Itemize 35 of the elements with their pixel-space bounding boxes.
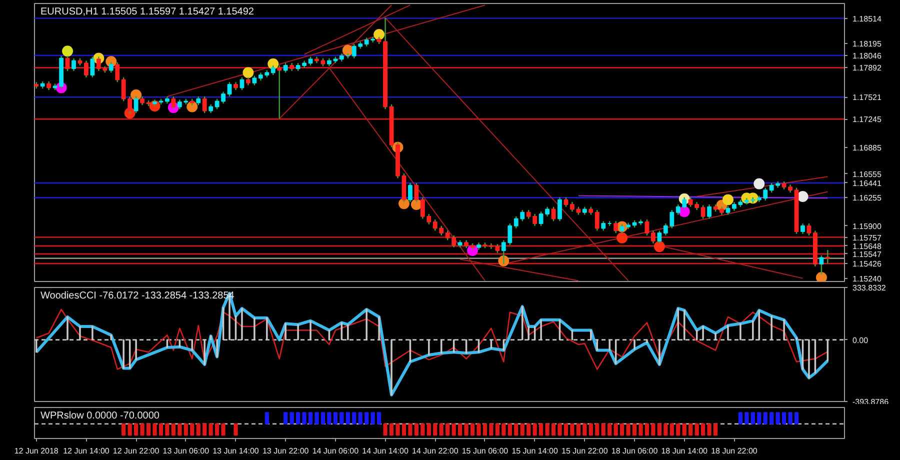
y-tick-label: 1.16555 — [852, 170, 882, 179]
x-tick-label: 18 Jun 14:00 — [661, 446, 708, 456]
ref-line-label: 1.15648 — [852, 242, 882, 251]
ref-line-label: 1.16255 — [852, 194, 882, 203]
ref-line-label: 1.17245 — [852, 115, 882, 124]
y-tick-label: 1.15240 — [852, 274, 882, 284]
x-tick-label: 14 Jun 22:00 — [412, 446, 459, 456]
y-tick-label: 0.00 — [852, 336, 869, 345]
x-tick-label: 18 Jun 06:00 — [611, 446, 658, 456]
x-tick-label: 13 Jun 14:00 — [212, 446, 260, 456]
x-tick-label: 14 Jun 06:00 — [312, 446, 360, 456]
ref-line-label: 1.15426 — [852, 260, 882, 269]
x-tick-label: 12 Jun 22:00 — [112, 446, 160, 456]
y-tick-label: 1.15900 — [852, 222, 882, 231]
ref-line-label: 1.18046 — [852, 51, 882, 60]
y-tick-label: 1.16885 — [852, 144, 882, 153]
ref-line-label: 1.17892 — [852, 64, 882, 73]
chart-title: WPRslow 0.0000 -70.0000 — [40, 410, 160, 422]
x-tick-label: 15 Jun 06:00 — [462, 446, 509, 456]
x-tick-label: 14 Jun 14:00 — [362, 446, 409, 456]
ref-line-label: 1.15547 — [852, 250, 882, 259]
x-tick-label: 13 Jun 22:00 — [262, 446, 310, 456]
x-tick-label: 12 Jun 2018 — [14, 446, 59, 456]
x-tick-label: 18 Jun 22:00 — [711, 446, 758, 456]
x-tick-label: 15 Jun 14:00 — [512, 446, 559, 456]
x-tick-label: 15 Jun 22:00 — [562, 446, 608, 456]
ref-line-label: 1.15757 — [852, 233, 882, 242]
y-tick-label: 333.8332 — [852, 284, 886, 292]
ref-line-label: 1.17521 — [852, 93, 882, 102]
y-tick-label: 1.18195 — [852, 40, 882, 49]
ref-line-label: 1.16441 — [852, 178, 882, 188]
x-tick-label: 13 Jun 06:00 — [162, 446, 210, 456]
chart-title: EURUSD,H1 1.15505 1.15597 1.15427 1.15492 — [40, 6, 254, 18]
ref-line-label: 1.18514 — [852, 14, 882, 24]
x-tick-label: 12 Jun 14:00 — [63, 446, 110, 456]
